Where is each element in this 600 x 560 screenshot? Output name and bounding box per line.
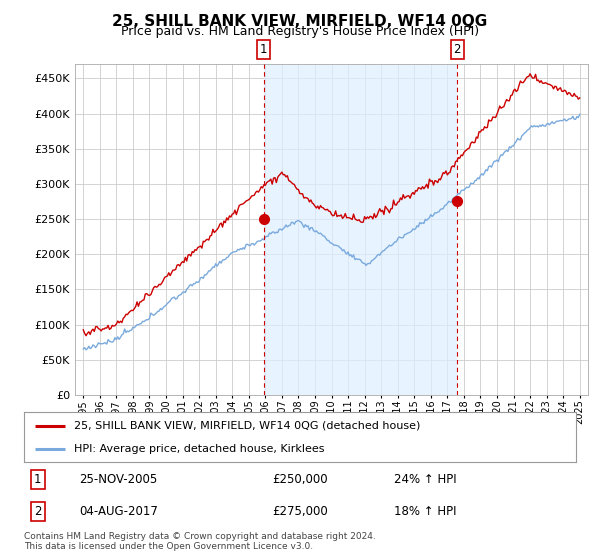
Text: 25, SHILL BANK VIEW, MIRFIELD, WF14 0QG: 25, SHILL BANK VIEW, MIRFIELD, WF14 0QG [112,14,488,29]
Text: £250,000: £250,000 [272,473,328,486]
Text: Contains HM Land Registry data © Crown copyright and database right 2024.
This d: Contains HM Land Registry data © Crown c… [24,532,376,552]
Text: £275,000: £275,000 [272,505,328,519]
Text: HPI: Average price, detached house, Kirklees: HPI: Average price, detached house, Kirk… [74,445,324,454]
Text: Price paid vs. HM Land Registry's House Price Index (HPI): Price paid vs. HM Land Registry's House … [121,25,479,38]
Text: 1: 1 [34,473,41,486]
Bar [263,64,457,395]
Text: 25-NOV-2005: 25-NOV-2005 [79,473,157,486]
Text: 2: 2 [454,43,461,56]
Text: 25, SHILL BANK VIEW, MIRFIELD, WF14 0QG (detached house): 25, SHILL BANK VIEW, MIRFIELD, WF14 0QG … [74,421,420,431]
Text: 24% ↑ HPI: 24% ↑ HPI [394,473,457,486]
Text: 18% ↑ HPI: 18% ↑ HPI [394,505,457,519]
Text: 2: 2 [34,505,41,519]
Text: 04-AUG-2017: 04-AUG-2017 [79,505,158,519]
Text: 1: 1 [260,43,268,56]
